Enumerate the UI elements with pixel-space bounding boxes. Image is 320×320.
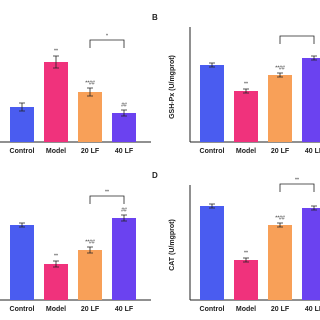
x-tick-label: 40 LF [115, 148, 134, 155]
bracket-label: * [106, 33, 108, 39]
annotation: ## [121, 102, 127, 108]
error-bar [277, 72, 283, 78]
bar [268, 75, 292, 142]
y-axis-label: CAT (U/mgprot) [169, 219, 176, 271]
y-axis-label: GSH-Px (U/mgprot) [169, 55, 176, 119]
bar [268, 225, 292, 300]
bar [10, 225, 34, 300]
x-tick-label: 20 LF [81, 148, 100, 155]
bar [200, 206, 224, 300]
x-tick-label: Model [236, 148, 256, 155]
bar [302, 58, 320, 142]
significance-bracket [279, 35, 315, 44]
x-tick-label: Model [46, 306, 66, 313]
annotation: ** [244, 81, 248, 87]
significance-bracket [279, 183, 315, 192]
x-tick-label: Control [200, 148, 225, 155]
annotation: ** [54, 48, 58, 54]
bar [112, 113, 136, 142]
x-tick-label: Control [10, 148, 35, 155]
significance-bracket [89, 195, 125, 204]
bar [200, 65, 224, 142]
error-bar [311, 205, 317, 211]
bar [10, 107, 34, 142]
error-bar [87, 87, 93, 97]
bar [78, 250, 102, 300]
annotation: **## [275, 215, 285, 221]
x-tick-label: Control [200, 306, 225, 313]
error-bar [311, 55, 317, 61]
bar [234, 91, 258, 142]
error-bar [209, 62, 215, 68]
x-tick-label: 20 LF [81, 306, 100, 313]
error-bar [87, 246, 93, 254]
annotation: ** [54, 253, 58, 259]
annotation: **## [275, 65, 285, 71]
panel-label: B [152, 13, 158, 22]
error-bar [121, 109, 127, 117]
bar [234, 260, 258, 300]
error-bar [19, 222, 25, 228]
x-tick-label: 40 LF [305, 148, 320, 155]
x-tick-label: Model [236, 306, 256, 313]
bar [78, 92, 102, 142]
significance-bracket [89, 39, 125, 48]
error-bar [19, 102, 25, 112]
annotation: **## [85, 80, 95, 86]
error-bar [121, 214, 127, 222]
x-tick-label: Model [46, 148, 66, 155]
x-tick-label: Control [10, 306, 35, 313]
bar [44, 264, 68, 300]
bracket-label: ** [105, 189, 109, 195]
error-bar [53, 55, 59, 69]
annotation: ** [244, 250, 248, 256]
x-tick-label: 40 LF [115, 306, 134, 313]
bar [44, 62, 68, 142]
annotation: ## [121, 207, 127, 213]
error-bar [243, 257, 249, 263]
bar [302, 208, 320, 300]
x-tick-label: 20 LF [271, 306, 290, 313]
panel-label: D [152, 171, 158, 180]
x-tick-label: 40 LF [305, 306, 320, 313]
annotation: **## [85, 239, 95, 245]
error-bar [277, 222, 283, 228]
error-bar [243, 88, 249, 94]
bar [112, 218, 136, 300]
x-tick-label: 20 LF [271, 148, 290, 155]
error-bar [53, 260, 59, 268]
bracket-label: ** [295, 177, 299, 183]
error-bar [209, 203, 215, 209]
